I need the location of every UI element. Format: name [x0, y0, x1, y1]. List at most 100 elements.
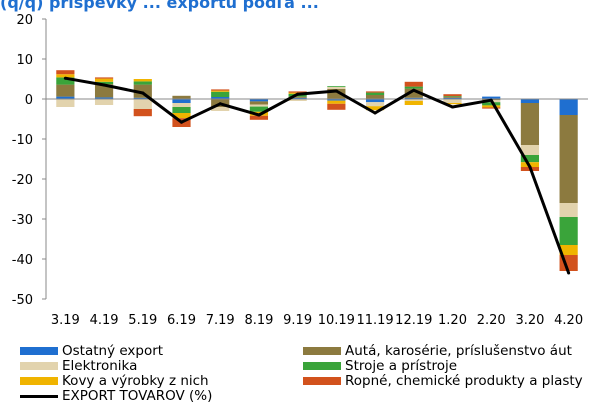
bar-segment-0-3	[172, 99, 191, 103]
y-tick-label: -50	[12, 293, 33, 308]
bar-segment-2-7	[327, 87, 346, 89]
legend-swatch	[20, 362, 58, 370]
x-tick-label: 3.19	[51, 313, 80, 328]
bar-segment-0-7	[327, 99, 346, 101]
x-tick-label: 12.19	[395, 313, 432, 328]
export-line-point	[412, 88, 416, 92]
bar-segment-4-1	[94, 78, 114, 82]
bar-segment-1-2	[133, 84, 152, 98]
legend-label: Elektronika	[62, 358, 138, 374]
bar-segment-1-9	[404, 88, 423, 98]
bar-segment-0-0	[56, 96, 75, 99]
bar-segment-0-5	[249, 99, 269, 102]
bar-segment-4-3	[172, 113, 191, 119]
legend-swatch	[303, 377, 341, 385]
bar-segment-1-13	[559, 115, 578, 203]
bar-segment-1-5	[249, 101, 269, 105]
bar-segment-5-2	[133, 109, 152, 117]
bar-segment-1-12	[520, 103, 540, 145]
export-line-point	[180, 120, 183, 124]
bar-segment-5-9	[404, 81, 423, 87]
bar-segment-2-10	[443, 99, 462, 103]
bar-segment-4-8	[365, 106, 385, 111]
x-tick-label: 4.20	[554, 313, 583, 328]
bar-segment-4-4	[211, 90, 230, 92]
bar-segment-1-1	[94, 84, 114, 98]
bar-segment-0-6	[288, 97, 307, 99]
bar-segment-1-7	[327, 89, 346, 99]
export-line-point	[102, 83, 106, 87]
bar-segment-1-3	[172, 95, 191, 99]
bar-segment-3-13	[559, 217, 578, 245]
legend-label: EXPORT TOVAROV (%)	[62, 388, 213, 404]
export-line-point	[218, 102, 222, 106]
bar-segment-3-8	[365, 92, 385, 95]
x-tick-label: 7.19	[206, 313, 235, 328]
y-tick-label: -20	[12, 173, 33, 188]
bar-segment-4-13	[559, 245, 578, 255]
bar-segment-4-2	[133, 79, 152, 82]
chart: 20 10 0 -10 -20 -30 -40 -50 3.19 4.19 5.19 6.19 7.19…	[12, 13, 588, 328]
x-tick-label: 9.19	[283, 313, 312, 328]
x-tick-label: 1.20	[438, 313, 467, 328]
bar-segment-0-10	[443, 97, 462, 99]
bar-segment-1-10	[443, 97, 462, 98]
y-tick-label: 0	[25, 93, 33, 108]
bar-segment-0-12	[520, 99, 540, 103]
bar-segment-5-8	[365, 91, 385, 93]
legend-swatch	[303, 347, 341, 355]
legend-label: Ostatný export	[62, 343, 164, 359]
bars-layer	[56, 70, 578, 271]
legend-label: Autá, karosérie, príslušenstvo áut	[345, 343, 572, 359]
bar-segment-2-8	[365, 102, 385, 107]
y-tick-label: -40	[12, 253, 33, 268]
bar-segment-4-11	[482, 105, 501, 108]
bar-segment-1-0	[56, 84, 75, 97]
bar-segment-2-5	[249, 104, 269, 107]
bar-segment-2-4	[211, 107, 230, 111]
export-line-point	[141, 91, 145, 95]
bar-segment-5-5	[249, 115, 269, 120]
bar-segment-0-9	[404, 97, 423, 99]
bar-segment-2-0	[56, 99, 75, 107]
bar-segment-0-13	[559, 99, 578, 115]
export-line-point	[257, 113, 261, 117]
export-line-series	[65, 76, 571, 274]
bar-segment-2-12	[520, 145, 540, 155]
line-layer	[63, 76, 571, 275]
bar-segment-3-9	[404, 86, 423, 89]
x-tick-label: 6.19	[167, 313, 196, 328]
export-line-point	[63, 76, 67, 80]
x-tick-label: 8.19	[244, 313, 273, 328]
bar-segment-2-2	[133, 99, 152, 109]
bar-segment-2-13	[559, 203, 578, 217]
bar-segment-3-12	[520, 155, 540, 163]
bar-segment-5-10	[443, 94, 462, 97]
legend-swatch	[20, 347, 58, 355]
x-tick-label: 2.20	[477, 313, 506, 328]
x-tick-label: 11.19	[356, 313, 393, 328]
bar-segment-4-7	[327, 100, 346, 104]
bar-segment-3-10	[443, 96, 462, 97]
bar-segment-0-1	[94, 97, 114, 99]
x-tick-label: 4.19	[90, 313, 119, 328]
export-line-point	[296, 92, 300, 96]
legend-swatch	[20, 377, 58, 385]
y-tick-label: 20	[16, 13, 33, 28]
bar-segment-0-4	[211, 97, 230, 99]
legend-label: Stroje a prístroje	[345, 358, 458, 374]
legend-swatch	[303, 362, 341, 370]
bar-segment-0-2	[133, 97, 152, 99]
bar-segment-3-7	[327, 86, 346, 87]
export-line-point	[334, 89, 338, 93]
bar-segment-4-0	[56, 74, 75, 78]
bar-segment-0-11	[482, 96, 501, 99]
bar-segment-2-3	[172, 103, 191, 107]
bar-segment-3-3	[172, 107, 191, 113]
bar-segment-3-5	[249, 106, 269, 112]
bar-segment-1-6	[288, 96, 307, 98]
bar-segment-5-1	[94, 77, 114, 79]
bar-segment-1-8	[365, 95, 385, 99]
legend-swatch	[20, 395, 58, 398]
legend-label: Ropné, chemické produkty a plasty	[345, 373, 583, 389]
